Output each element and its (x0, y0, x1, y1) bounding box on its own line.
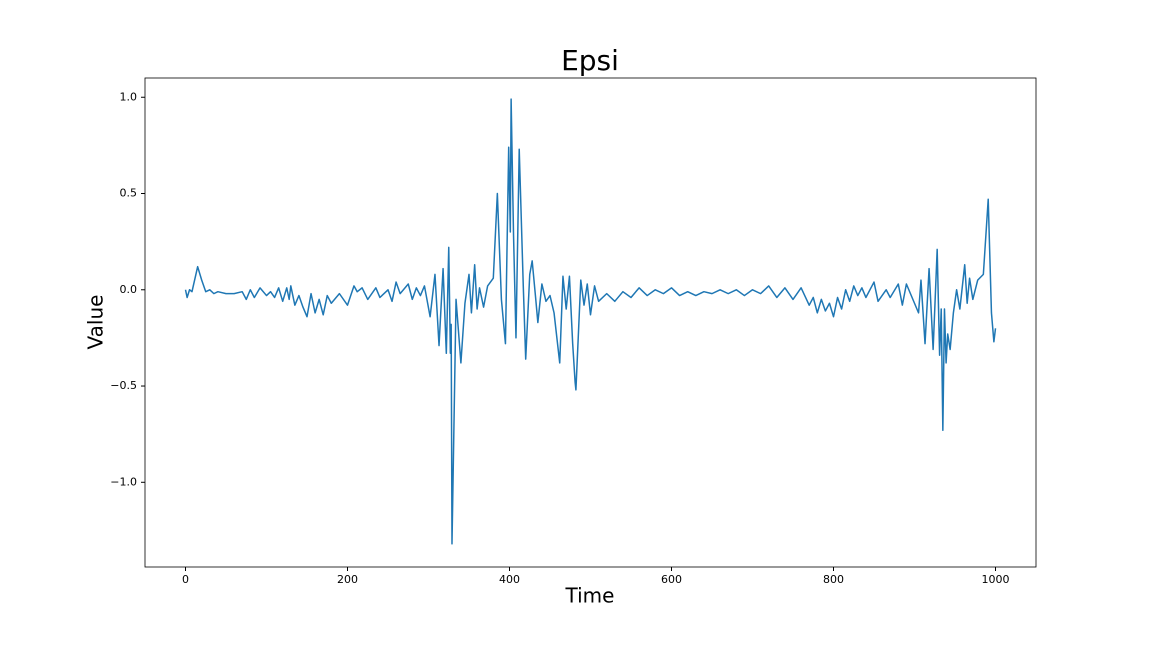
x-tick-label: 0 (182, 573, 189, 586)
y-axis-label: Value (84, 295, 108, 350)
y-tick-label: 0.0 (120, 283, 138, 296)
chart-title: Epsi (561, 44, 619, 77)
data-line (184, 98, 997, 545)
x-tick-label: 800 (823, 573, 844, 586)
x-tick-label: 600 (661, 573, 682, 586)
y-tick-label: −1.0 (110, 475, 137, 488)
y-tick-label: 1.0 (120, 90, 138, 103)
x-tick-label: 200 (337, 573, 358, 586)
plot-frame (144, 77, 1037, 568)
y-tick-label: −0.5 (110, 379, 137, 392)
x-tick-label: 400 (499, 573, 520, 586)
x-tick-label: 1000 (982, 573, 1010, 586)
x-axis-label: Time (565, 584, 615, 608)
y-tick-label: 0.5 (120, 187, 138, 200)
